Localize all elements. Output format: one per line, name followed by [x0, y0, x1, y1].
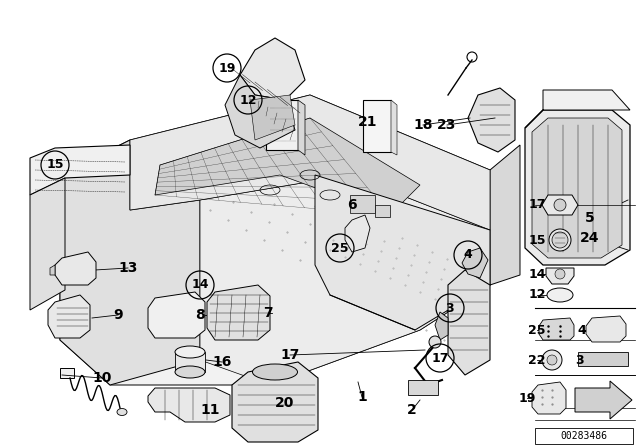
Ellipse shape	[547, 288, 573, 302]
Polygon shape	[542, 195, 578, 215]
Ellipse shape	[175, 366, 205, 378]
Polygon shape	[546, 268, 574, 284]
Text: 17: 17	[280, 348, 300, 362]
Text: 22: 22	[528, 353, 546, 366]
Text: 3: 3	[445, 302, 454, 314]
Text: 12: 12	[239, 94, 257, 107]
Text: 15: 15	[46, 159, 64, 172]
FancyBboxPatch shape	[175, 352, 205, 372]
Polygon shape	[539, 318, 574, 340]
Polygon shape	[298, 100, 305, 155]
Polygon shape	[315, 175, 490, 330]
Polygon shape	[250, 95, 295, 140]
Text: 2: 2	[407, 403, 417, 417]
Polygon shape	[525, 90, 630, 128]
Text: 5: 5	[585, 211, 595, 225]
FancyBboxPatch shape	[375, 205, 390, 217]
Polygon shape	[60, 140, 200, 385]
Text: 8: 8	[195, 308, 205, 322]
Polygon shape	[490, 145, 520, 285]
Text: 14: 14	[528, 267, 546, 280]
Polygon shape	[345, 215, 370, 252]
Text: 14: 14	[191, 279, 209, 292]
Polygon shape	[462, 248, 488, 278]
Polygon shape	[435, 312, 448, 340]
Ellipse shape	[117, 409, 127, 415]
Text: 3: 3	[576, 353, 584, 366]
Ellipse shape	[253, 364, 298, 380]
Text: 7: 7	[263, 306, 273, 320]
Text: 18: 18	[413, 118, 433, 132]
Text: 25: 25	[528, 323, 546, 336]
Text: 15: 15	[528, 233, 546, 246]
Polygon shape	[225, 75, 295, 148]
Polygon shape	[130, 95, 490, 230]
Polygon shape	[60, 95, 490, 385]
Text: 21: 21	[358, 115, 378, 129]
Polygon shape	[148, 388, 230, 422]
Polygon shape	[391, 100, 397, 155]
Text: 17: 17	[431, 352, 449, 365]
Polygon shape	[575, 381, 632, 419]
Polygon shape	[30, 178, 65, 310]
Polygon shape	[240, 38, 305, 100]
FancyBboxPatch shape	[363, 100, 391, 152]
Polygon shape	[155, 118, 420, 215]
Text: 00283486: 00283486	[561, 431, 607, 441]
Polygon shape	[468, 88, 515, 152]
Polygon shape	[532, 118, 622, 258]
Polygon shape	[148, 292, 205, 338]
Circle shape	[547, 355, 557, 365]
Text: 25: 25	[332, 241, 349, 254]
FancyBboxPatch shape	[408, 380, 438, 395]
Text: 20: 20	[275, 396, 294, 410]
Ellipse shape	[549, 229, 571, 251]
Circle shape	[552, 232, 568, 248]
Polygon shape	[207, 285, 270, 340]
FancyBboxPatch shape	[578, 352, 628, 366]
Text: 11: 11	[200, 403, 220, 417]
Circle shape	[542, 350, 562, 370]
Circle shape	[555, 269, 565, 279]
Text: 16: 16	[212, 355, 232, 369]
Polygon shape	[232, 362, 318, 442]
Text: 4: 4	[463, 249, 472, 262]
Text: 13: 13	[118, 261, 138, 275]
Text: 17: 17	[528, 198, 546, 211]
Circle shape	[554, 199, 566, 211]
Polygon shape	[200, 175, 490, 385]
FancyBboxPatch shape	[350, 195, 375, 213]
Polygon shape	[586, 316, 626, 342]
Text: 6: 6	[347, 198, 357, 212]
Polygon shape	[30, 145, 130, 195]
Polygon shape	[525, 110, 630, 265]
Text: 12: 12	[528, 289, 546, 302]
Text: 23: 23	[437, 118, 457, 132]
Text: 10: 10	[92, 371, 112, 385]
Text: 4: 4	[578, 323, 586, 336]
Text: 1: 1	[357, 390, 367, 404]
Ellipse shape	[175, 346, 205, 358]
Text: 9: 9	[113, 308, 123, 322]
Text: 19: 19	[218, 61, 236, 74]
Circle shape	[429, 336, 441, 348]
Polygon shape	[48, 295, 90, 338]
Text: 19: 19	[518, 392, 536, 405]
Polygon shape	[448, 270, 490, 375]
Polygon shape	[55, 252, 96, 285]
FancyBboxPatch shape	[266, 100, 298, 150]
Polygon shape	[532, 382, 566, 414]
FancyBboxPatch shape	[60, 368, 74, 378]
Text: 24: 24	[580, 231, 600, 245]
Polygon shape	[50, 265, 55, 275]
